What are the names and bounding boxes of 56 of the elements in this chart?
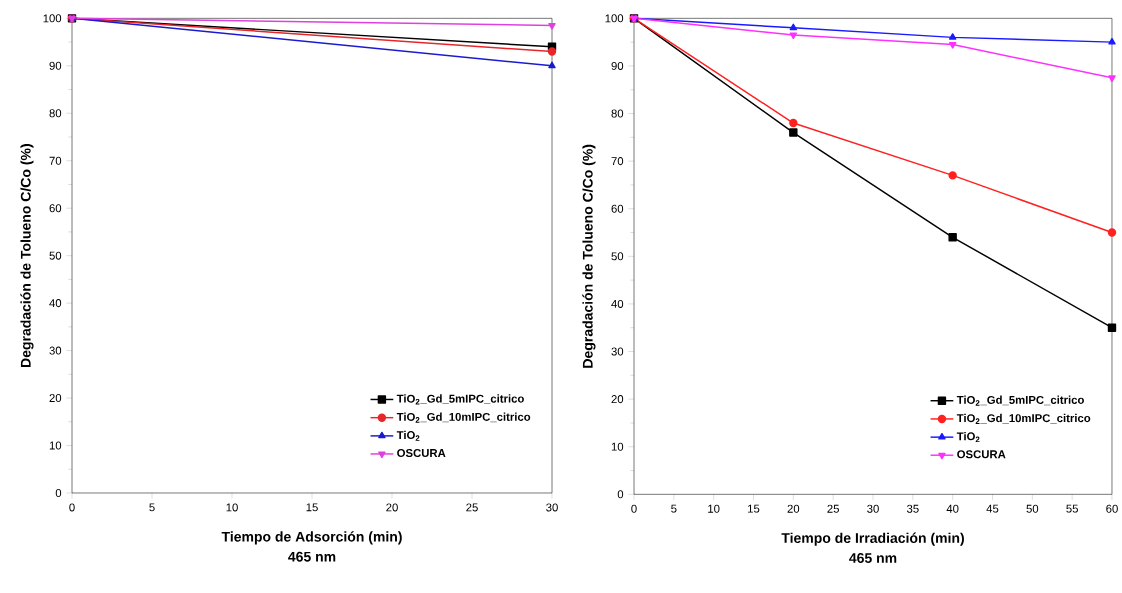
y-tick-label: 100 [43,14,62,23]
y-tick-label: 50 [49,251,62,260]
x-tick-label: 25 [827,504,839,513]
x-tick-label: 20 [787,504,800,513]
x-tick-label: 20 [386,503,398,512]
y-tick-label: 80 [611,109,624,118]
y-tick-label: 90 [49,61,62,70]
legend-label: OSCURA [957,450,1006,459]
y-tick-label: 60 [611,204,624,213]
x-tick-label: 35 [906,504,919,513]
legend-label: TiO$_{2}$_Gd_5mIPC_citrico [396,394,524,405]
y-tick-label: 20 [49,394,62,403]
x-axis-title: Tiempo de Adsorción (min) [221,531,402,545]
x-tick-label: 60 [1106,504,1118,513]
y-axis-title: Degradación de Tolueno C/Co (%) [582,144,596,368]
y-tick-label: 0 [55,488,62,497]
y-tick-label: 40 [49,299,62,308]
x-tick-label: 30 [546,503,558,512]
y-tick-label: 10 [49,441,62,450]
legend-label: TiO$_{2}$ [396,430,420,441]
x-tick-label: 15 [748,504,760,513]
x-tick-label: 50 [1026,504,1039,513]
text: 465 nm [288,551,336,562]
legend-label: TiO$_{2}$_Gd_5mIPC_citrico [956,395,1084,406]
legend-label: TiO$_{2}$ [956,432,980,443]
y-tick-label: 70 [49,156,62,165]
y-axis-title: Degradación de Tolueno C/Co (%) [20,144,34,367]
x-tick-label: 55 [1066,504,1078,513]
x-tick-label: 0 [69,503,75,512]
y-tick-label: 40 [611,299,624,308]
x-tick-label: 0 [631,504,637,513]
x-tick-label: 25 [466,503,478,512]
y-tick-label: 70 [611,157,624,166]
x-axis-title: Tiempo de Irradiación (min) [781,532,964,546]
y-tick-label: 30 [49,346,62,355]
legend-label: TiO$_{2}$_Gd_10mIPC_citrico [396,412,531,423]
y-tick-label: 10 [611,442,624,451]
y-tick-label: 60 [49,204,62,213]
legend-label: OSCURA [397,449,446,458]
y-tick-label: 20 [611,395,624,404]
x-tick-label: 45 [986,504,999,513]
x-tick-label: 40 [946,504,959,513]
y-tick-label: 90 [611,61,624,70]
x-tick-label: 5 [149,503,155,512]
x-tick-label: 10 [708,504,720,513]
y-tick-label: 50 [611,252,624,261]
text: 465 nm [849,553,897,563]
x-tick-label: 5 [671,504,677,513]
y-tick-label: 80 [49,109,62,118]
legend-label: TiO$_{2}$_Gd_10mIPC_citrico [956,413,1091,424]
y-tick-label: 30 [611,347,624,356]
y-tick-label: 0 [617,490,624,499]
y-tick-label: 100 [605,14,624,23]
x-tick-label: 30 [867,504,879,513]
x-tick-label: 15 [306,503,318,512]
x-tick-label: 10 [226,503,238,512]
